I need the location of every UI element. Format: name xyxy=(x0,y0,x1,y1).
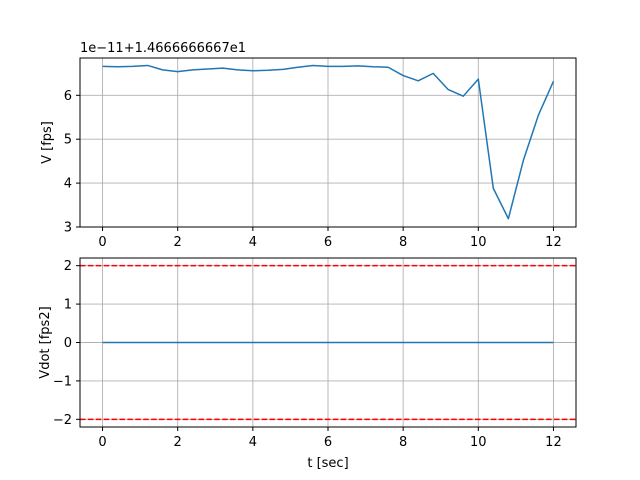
velocity-ticks: 0 2 4 6 8 10 12 3 4 5 6 xyxy=(64,89,562,250)
y-tick-label: 4 xyxy=(64,177,72,192)
y-tick-label: 3 xyxy=(64,221,72,236)
velocity-series xyxy=(102,64,555,220)
series-line xyxy=(102,64,555,220)
x-tick-label: 0 xyxy=(98,435,106,450)
y-tick-label: 2 xyxy=(64,259,72,274)
x-tick-label: 10 xyxy=(470,235,487,250)
x-axis-label: t [sec] xyxy=(307,456,348,471)
acceleration-y-axis-label: Vdot [fps2] xyxy=(38,306,53,378)
x-tick-label: 8 xyxy=(399,235,407,250)
x-tick-label: 2 xyxy=(174,235,182,250)
x-tick-label: 8 xyxy=(399,435,407,450)
x-tick-label: 4 xyxy=(249,235,257,250)
x-tick-label: 12 xyxy=(545,235,562,250)
velocity-y-axis-label: V [fps] xyxy=(40,121,55,164)
x-tick-label: 12 xyxy=(545,435,562,450)
x-tick-label: 4 xyxy=(249,435,257,450)
velocity-offset-text: 1e−11+1.4666666667e1 xyxy=(80,41,246,56)
velocity-subplot: 0 2 4 6 8 10 12 3 4 5 6 1e−11+1.4666666667e1 V [fp… xyxy=(40,41,577,250)
x-tick-label: 10 xyxy=(470,435,487,450)
x-tick-label: 6 xyxy=(324,235,332,250)
x-tick-label: 6 xyxy=(324,435,332,450)
x-tick-label: 2 xyxy=(174,435,182,450)
y-tick-label: 0 xyxy=(64,336,72,351)
y-tick-label: 1 xyxy=(64,298,72,313)
y-tick-label: 5 xyxy=(64,133,72,148)
y-tick-label: −1 xyxy=(53,374,72,389)
y-tick-label: 6 xyxy=(64,89,72,104)
y-tick-label: −2 xyxy=(53,413,72,428)
acceleration-series xyxy=(80,264,576,421)
x-tick-label: 0 xyxy=(98,235,106,250)
